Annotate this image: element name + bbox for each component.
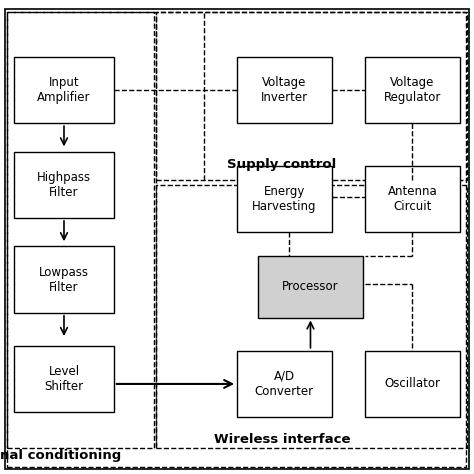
Text: Energy
Harvesting: Energy Harvesting [252, 185, 317, 213]
Bar [365, 351, 460, 417]
Text: Antenna
Circuit: Antenna Circuit [388, 185, 437, 213]
Text: Processor: Processor [282, 280, 339, 293]
Text: Wireless interface: Wireless interface [214, 433, 350, 446]
Bar [14, 57, 114, 123]
Text: Level
Shifter: Level Shifter [45, 365, 83, 393]
Text: Supply control: Supply control [228, 158, 337, 171]
Text: Voltage
Regulator: Voltage Regulator [383, 76, 441, 104]
Text: Input
Amplifier: Input Amplifier [37, 76, 91, 104]
Bar [14, 346, 114, 412]
Text: Voltage
Inverter: Voltage Inverter [261, 76, 308, 104]
Text: Oscillator: Oscillator [384, 377, 440, 391]
Bar [365, 57, 460, 123]
Bar [237, 351, 332, 417]
Text: nal conditioning: nal conditioning [0, 449, 121, 462]
Bar [365, 166, 460, 232]
Bar [14, 152, 114, 218]
Bar [237, 166, 332, 232]
Text: A/D
Converter: A/D Converter [255, 370, 314, 398]
Text: Lowpass
Filter: Lowpass Filter [39, 265, 89, 294]
Text: Highpass
Filter: Highpass Filter [37, 171, 91, 199]
Bar [237, 57, 332, 123]
Bar [14, 246, 114, 313]
Bar [258, 256, 363, 318]
